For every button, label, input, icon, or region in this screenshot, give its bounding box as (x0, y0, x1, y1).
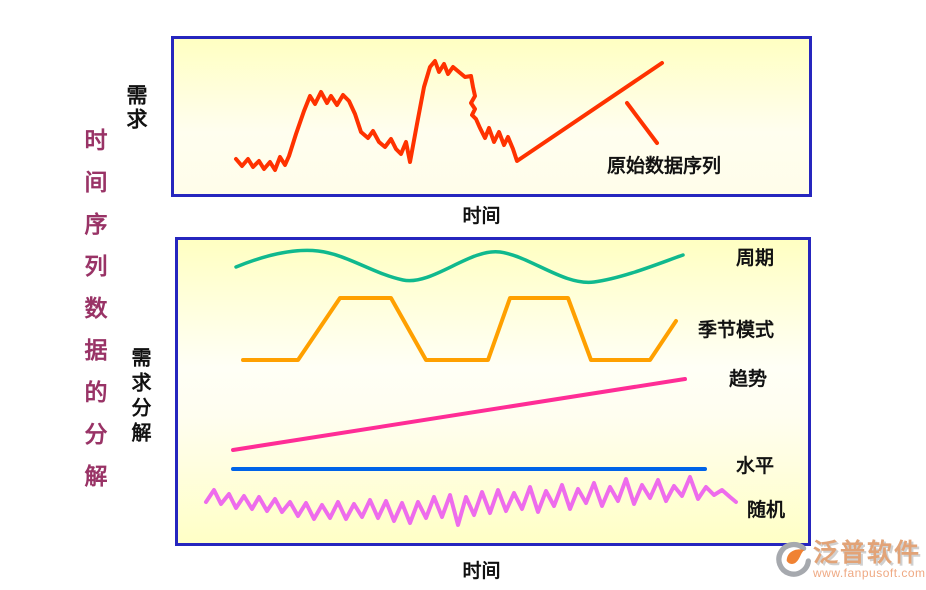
bottom-chart-panel: 周期 季节模式 趋势 水平 随机 (175, 237, 811, 546)
crossing-stroke-line (625, 101, 659, 145)
fanpu-logo-icon (776, 541, 811, 577)
original-data-series-label: 原始数据序列 (607, 156, 722, 177)
bottom-chart-x-axis-label: 时间 (462, 561, 501, 582)
watermark-brand: 泛普软件 (813, 540, 922, 567)
top-chart-y-axis-label: 需求 (124, 84, 148, 132)
top-chart-plot (234, 59, 664, 172)
random-label: 随机 (747, 500, 786, 521)
cycle-label: 周期 (736, 248, 775, 269)
page-title: 时间序列数据的分解 (81, 128, 106, 506)
bottom-chart-plot (204, 248, 738, 527)
top-chart-panel: 原始数据序列 (171, 36, 812, 197)
cycle-line (234, 248, 685, 285)
seasonal-pattern-label: 季节模式 (698, 320, 775, 341)
watermark: 泛普软件 www.fanpusoft.com (773, 540, 926, 580)
trend-label: 趋势 (729, 369, 768, 390)
level-label: 水平 (736, 456, 775, 477)
watermark-url: www.fanpusoft.com (813, 566, 926, 580)
bottom-chart-y-axis-label: 需求分解 (128, 347, 150, 447)
top-chart-x-axis-label: 时间 (462, 206, 501, 227)
trend-line (231, 377, 687, 452)
random-line (204, 475, 738, 527)
seasonal-pattern-line (241, 296, 678, 362)
original-data-series-line (234, 59, 664, 172)
